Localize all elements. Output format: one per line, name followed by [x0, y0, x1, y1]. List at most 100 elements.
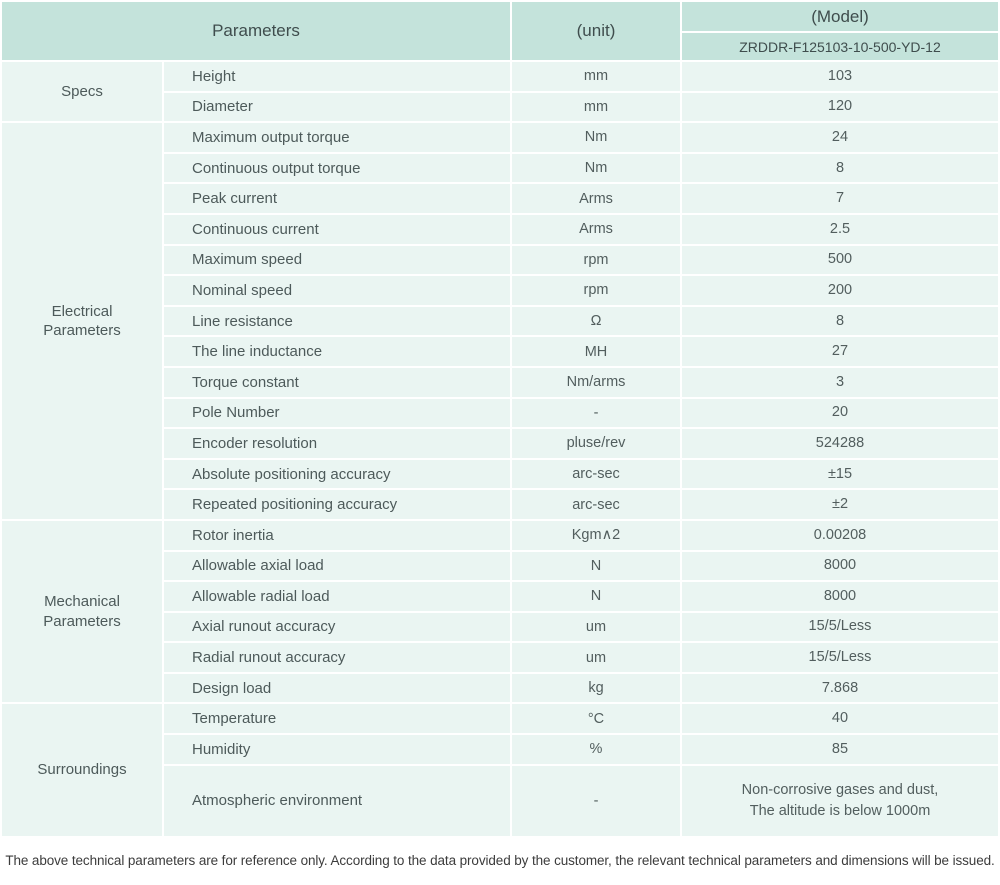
parameter-value: 103: [682, 62, 998, 91]
table-row: Maximum speed rpm 500: [2, 245, 998, 275]
parameter-value: 24: [682, 123, 998, 152]
parameter-value: 85: [682, 735, 998, 764]
table-row: Specs Height mm 103: [2, 62, 998, 122]
parameter-value: ±2: [682, 490, 998, 519]
table-row: Peak current Arms 7: [2, 184, 998, 213]
unit-column-header: (unit): [512, 2, 680, 60]
parameter-name: Diameter: [164, 92, 510, 122]
parameter-name: Axial runout accuracy: [164, 612, 510, 642]
table-row: Torque constant Nm/arms 3: [2, 367, 998, 397]
table-row: Atmospheric environment - Non-corrosive ga…: [2, 765, 998, 836]
table-row: Absolute positioning accuracy arc-sec ±15: [2, 459, 998, 489]
group-label-surroundings: Surroundings: [2, 704, 162, 836]
group-label-specs: Specs: [2, 62, 162, 122]
parameter-value: 15/5/Less: [682, 643, 998, 672]
parameter-name: Repeated positioning accuracy: [164, 490, 510, 519]
model-number: ZRDDR-F125103-10-500-YD-12: [682, 33, 998, 60]
table-header: Parameters (unit) (Model) ZRDDR-F125103-…: [2, 2, 998, 60]
parameter-unit: -: [512, 398, 680, 428]
parameter-value: 7.868: [682, 673, 998, 703]
parameter-value: 524288: [682, 429, 998, 458]
parameter-unit: rpm: [512, 276, 680, 305]
parameter-name: Rotor inertia: [164, 520, 510, 550]
table-row: Repeated positioning accuracy arc-sec ±2: [2, 490, 998, 519]
parameter-name: Continuous output torque: [164, 153, 510, 183]
parameters-column-header: Parameters: [2, 2, 510, 60]
parameter-unit: N: [512, 551, 680, 581]
parameter-name: Peak current: [164, 184, 510, 213]
parameter-unit: um: [512, 612, 680, 642]
parameter-name: Line resistance: [164, 306, 510, 336]
parameter-name: The line inductance: [164, 337, 510, 366]
parameter-unit: mm: [512, 92, 680, 122]
parameter-unit: pluse/rev: [512, 429, 680, 458]
parameter-value: 40: [682, 704, 998, 734]
parameter-value: 7: [682, 184, 998, 213]
parameter-unit: Nm: [512, 123, 680, 152]
parameter-name: Continuous current: [164, 214, 510, 244]
table-row: Design load kg 7.868: [2, 673, 998, 703]
table-row: Diameter mm 120: [2, 92, 998, 122]
parameter-value: 120: [682, 92, 998, 122]
footer-note: The above technical parameters are for r…: [5, 852, 995, 868]
parameter-unit: %: [512, 735, 680, 764]
table-body: Specs Height mm 103 Diameter mm 120 Electrical …: [2, 62, 998, 836]
parameter-value: 0.00208: [682, 520, 998, 550]
parameter-value: 8: [682, 306, 998, 336]
table-row: Humidity% 85: [2, 735, 998, 764]
parameter-name: Design load: [164, 673, 510, 703]
parameter-value: 3: [682, 367, 998, 397]
table-row: Allowable axial load N 8000: [2, 551, 998, 581]
parameter-name: Height: [164, 62, 510, 91]
parameter-unit: Nm: [512, 153, 680, 183]
parameter-unit: Arms: [512, 214, 680, 244]
group-label-electrical-parameters: Electrical Parameters: [2, 123, 162, 519]
table-row: Continuous output torque Nm 8: [2, 153, 998, 183]
parameter-unit: rpm: [512, 245, 680, 275]
table-row: Axial runout accuracy um 15/5/Less: [2, 612, 998, 642]
parameter-name: Humidity: [164, 735, 510, 764]
model-column-header: (Model): [682, 2, 998, 31]
spec-table: Parameters (unit) (Model) ZRDDR-F125103-…: [0, 0, 1000, 838]
parameter-unit: Nm/arms: [512, 367, 680, 397]
table-row: The line inductance MH 27: [2, 337, 998, 366]
parameter-unit: Ω: [512, 306, 680, 336]
parameter-value: 8: [682, 153, 998, 183]
parameter-unit: Arms: [512, 184, 680, 213]
parameter-unit: kg: [512, 673, 680, 703]
parameter-name: Allowable radial load: [164, 582, 510, 611]
parameter-unit: arc-sec: [512, 459, 680, 489]
parameter-name: Pole Number: [164, 398, 510, 428]
table-row: Continuous current Arms 2.5: [2, 214, 998, 244]
parameter-name: Torque constant: [164, 367, 510, 397]
table-row: Pole Number -20: [2, 398, 998, 428]
parameter-name: Radial runout accuracy: [164, 643, 510, 672]
header-row-1: Parameters (unit) (Model): [2, 2, 998, 60]
table-row: Mechanical Parameters Rotor inertia Kgm∧2 0…: [2, 520, 998, 703]
table-row: Surroundings Temperature °C 40: [2, 704, 998, 836]
parameter-name: Temperature: [164, 704, 510, 734]
parameter-name: Nominal speed: [164, 276, 510, 305]
parameter-name: Maximum speed: [164, 245, 510, 275]
parameter-name: Atmospheric environment: [164, 765, 510, 836]
table-row: Encoder resolution pluse/rev 524288: [2, 429, 998, 458]
parameter-unit: mm: [512, 62, 680, 91]
parameter-value: 200: [682, 276, 998, 305]
parameter-value: 15/5/Less: [682, 612, 998, 642]
table-row: Radial runout accuracy um 15/5/Less: [2, 643, 998, 672]
parameter-value: 20: [682, 398, 998, 428]
parameter-unit: -: [512, 765, 680, 836]
parameter-unit: arc-sec: [512, 490, 680, 519]
parameter-unit: um: [512, 643, 680, 672]
parameter-value: 2.5: [682, 214, 998, 244]
parameter-value: 500: [682, 245, 998, 275]
parameter-unit: °C: [512, 704, 680, 734]
parameter-value: 27: [682, 337, 998, 366]
table-row: Allowable radial load N 8000: [2, 582, 998, 611]
table-row: Line resistance Ω 8: [2, 306, 998, 336]
parameter-name: Maximum output torque: [164, 123, 510, 152]
header-row-2: ZRDDR-F125103-10-500-YD-12: [2, 33, 998, 60]
parameter-value: Non-corrosive gases and dust, The altitu…: [682, 765, 998, 836]
parameter-unit: N: [512, 582, 680, 611]
group-label-mechanical-parameters: Mechanical Parameters: [2, 520, 162, 703]
